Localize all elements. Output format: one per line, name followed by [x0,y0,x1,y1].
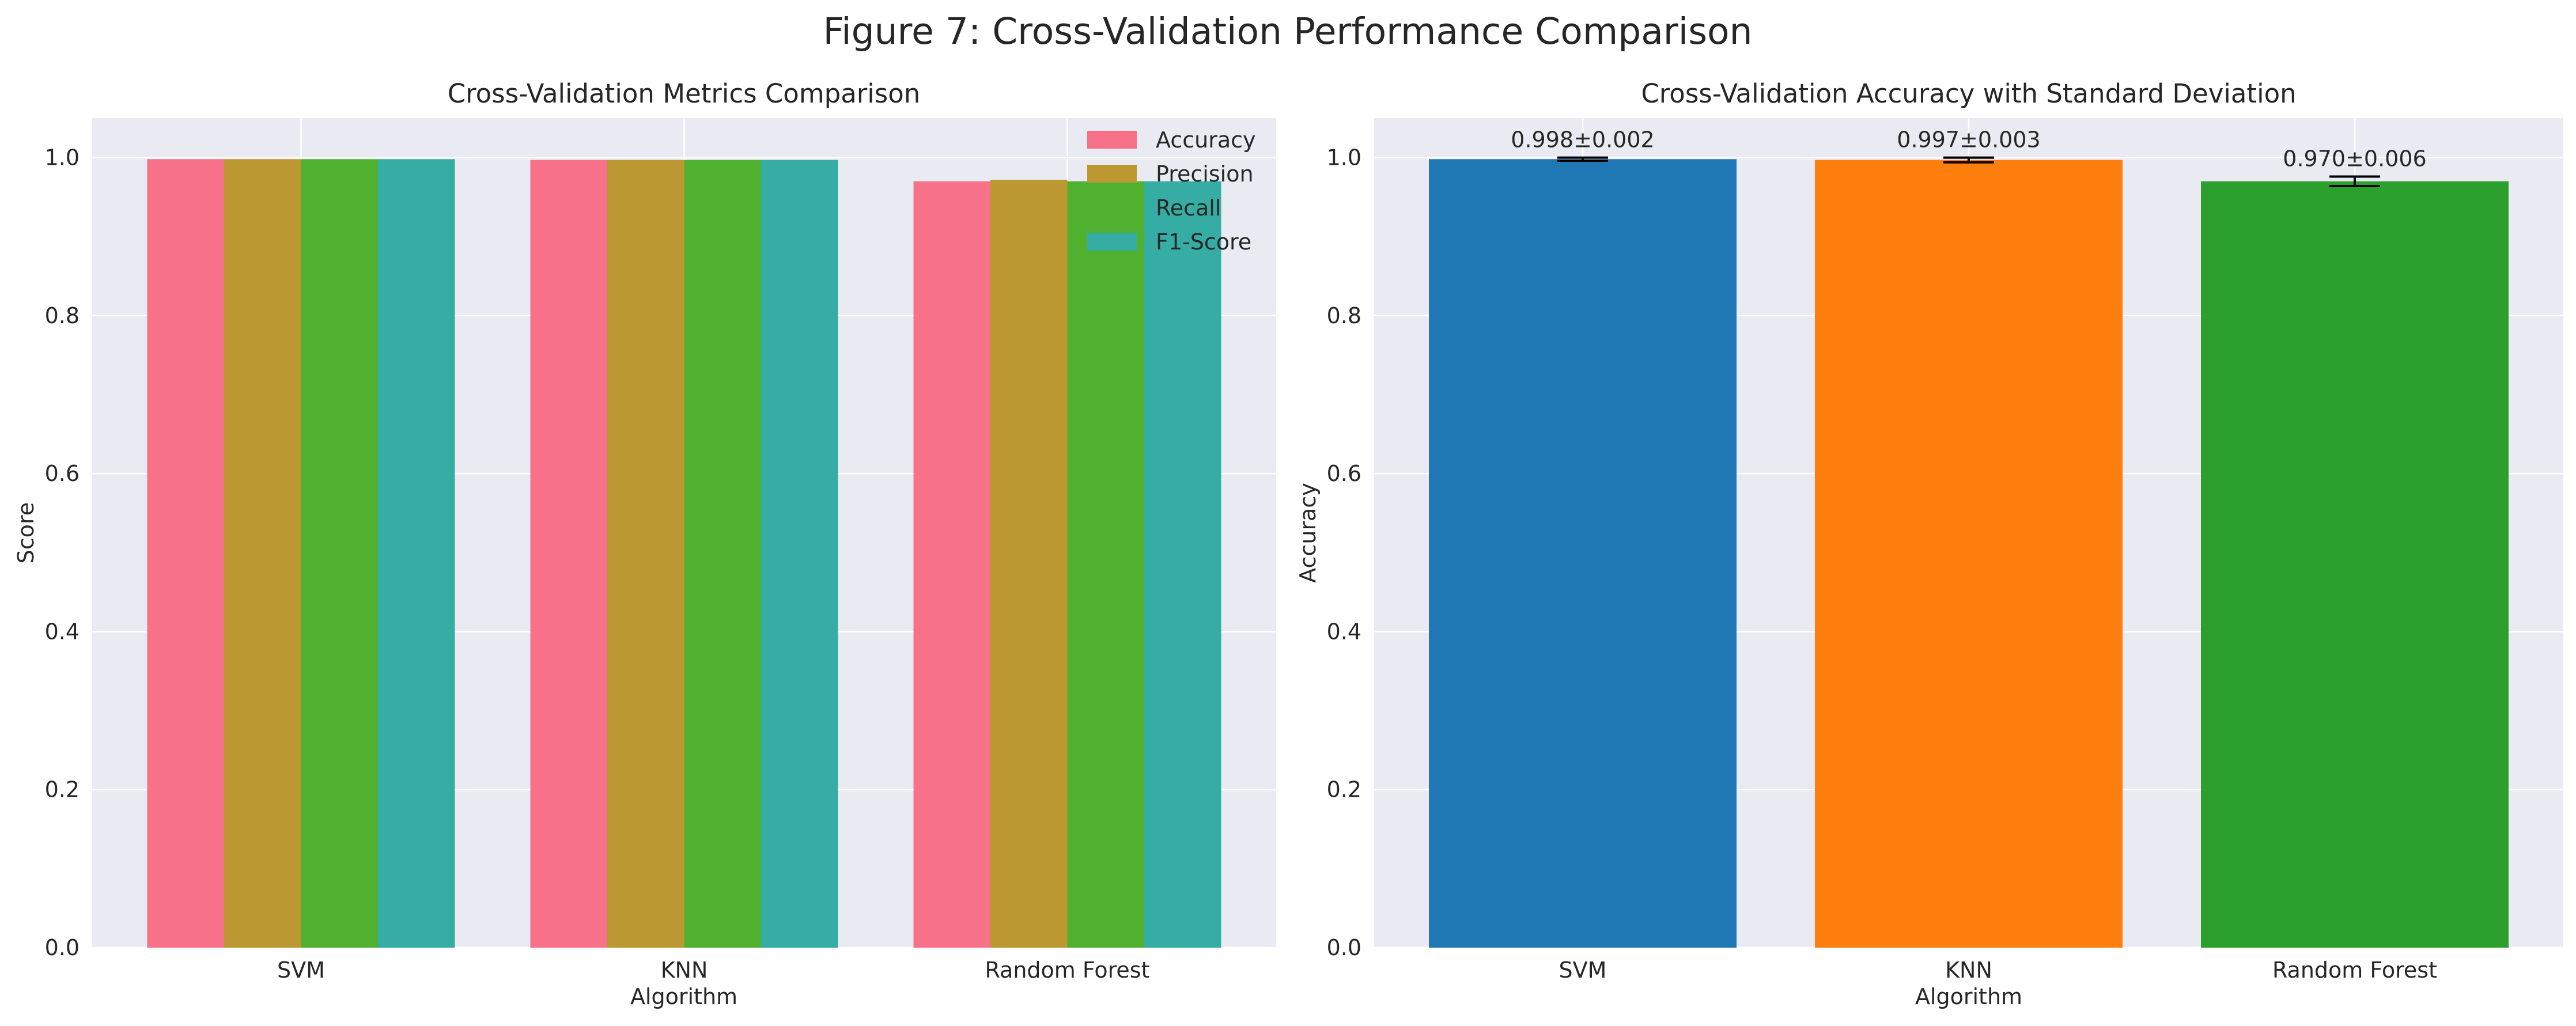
legend-label: Precision [1156,161,1254,187]
bar-accuracy [147,159,224,948]
bar-recall [1067,181,1144,948]
legend-swatch [1087,199,1137,217]
legend: Accuracy Precision Recall F1-Score [1087,127,1256,255]
data-label: 0.997±0.003 [1897,127,2040,153]
x-axis-label: Algorithm [1915,984,2022,1009]
bar-accuracy [913,181,990,948]
x-tick-label: SVM [1559,957,1607,983]
legend-label: F1-Score [1156,229,1251,255]
bar-accuracy [530,160,607,948]
y-tick-label: 0.6 [45,461,80,486]
bar-recall [684,160,761,948]
y-tick-label: 0.2 [45,777,80,802]
y-axis-label: Score [13,502,39,563]
y-tick-label: 0.6 [1327,461,1361,486]
y-tick-label: 1.0 [1327,145,1361,171]
accuracy-bar [1429,159,1737,948]
legend-label: Recall [1156,195,1221,221]
bar-f1-score [378,159,455,948]
x-tick-label: SVM [277,957,325,983]
y-axis-label: Accuracy [1295,483,1321,583]
legend-swatch [1087,131,1137,149]
data-label: 0.998±0.002 [1511,127,1654,153]
bar-f1-score [761,160,838,948]
legend-swatch [1087,165,1137,183]
accuracy-bar [1815,160,2123,948]
x-tick-label: KNN [1945,957,1992,983]
y-tick-label: 0.0 [45,935,80,960]
bar-f1-score [1144,181,1221,948]
y-tick-label: 1.0 [45,145,80,171]
x-axis-label: Algorithm [630,984,737,1009]
legend-label: Accuracy [1156,127,1256,153]
y-tick-label: 0.2 [1327,777,1361,802]
y-tick-label: 0.4 [45,619,80,644]
bar-precision [607,160,684,948]
accuracy-bar [2201,181,2509,948]
accuracy-std-chart: 0.998±0.002 0.997±0.003 0.970±0.006 0.0 0.2… [1295,78,2563,1009]
bar-precision [224,159,301,948]
data-label: 0.970±0.006 [2283,146,2426,171]
chart-title: Cross-Validation Metrics Comparison [448,78,921,109]
figure-title: Figure 7: Cross-Validation Performance C… [823,10,1752,52]
x-tick-label: KNN [661,957,708,983]
x-tick-label: Random Forest [985,957,1149,983]
y-tick-label: 0.8 [1327,303,1361,328]
x-tick-label: Random Forest [2272,957,2437,983]
bar-recall [301,159,378,948]
bar-precision [990,179,1068,948]
y-tick-label: 0.8 [45,303,80,328]
y-tick-label: 0.0 [1327,935,1361,960]
metrics-comparison-chart: 0.0 0.2 0.4 0.6 0.8 1.0 SVM KNN Random Forest C… [13,78,1276,1009]
chart-title: Cross-Validation Accuracy with Standard … [1641,78,2296,109]
legend-swatch [1087,233,1137,251]
y-tick-label: 0.4 [1327,619,1361,644]
